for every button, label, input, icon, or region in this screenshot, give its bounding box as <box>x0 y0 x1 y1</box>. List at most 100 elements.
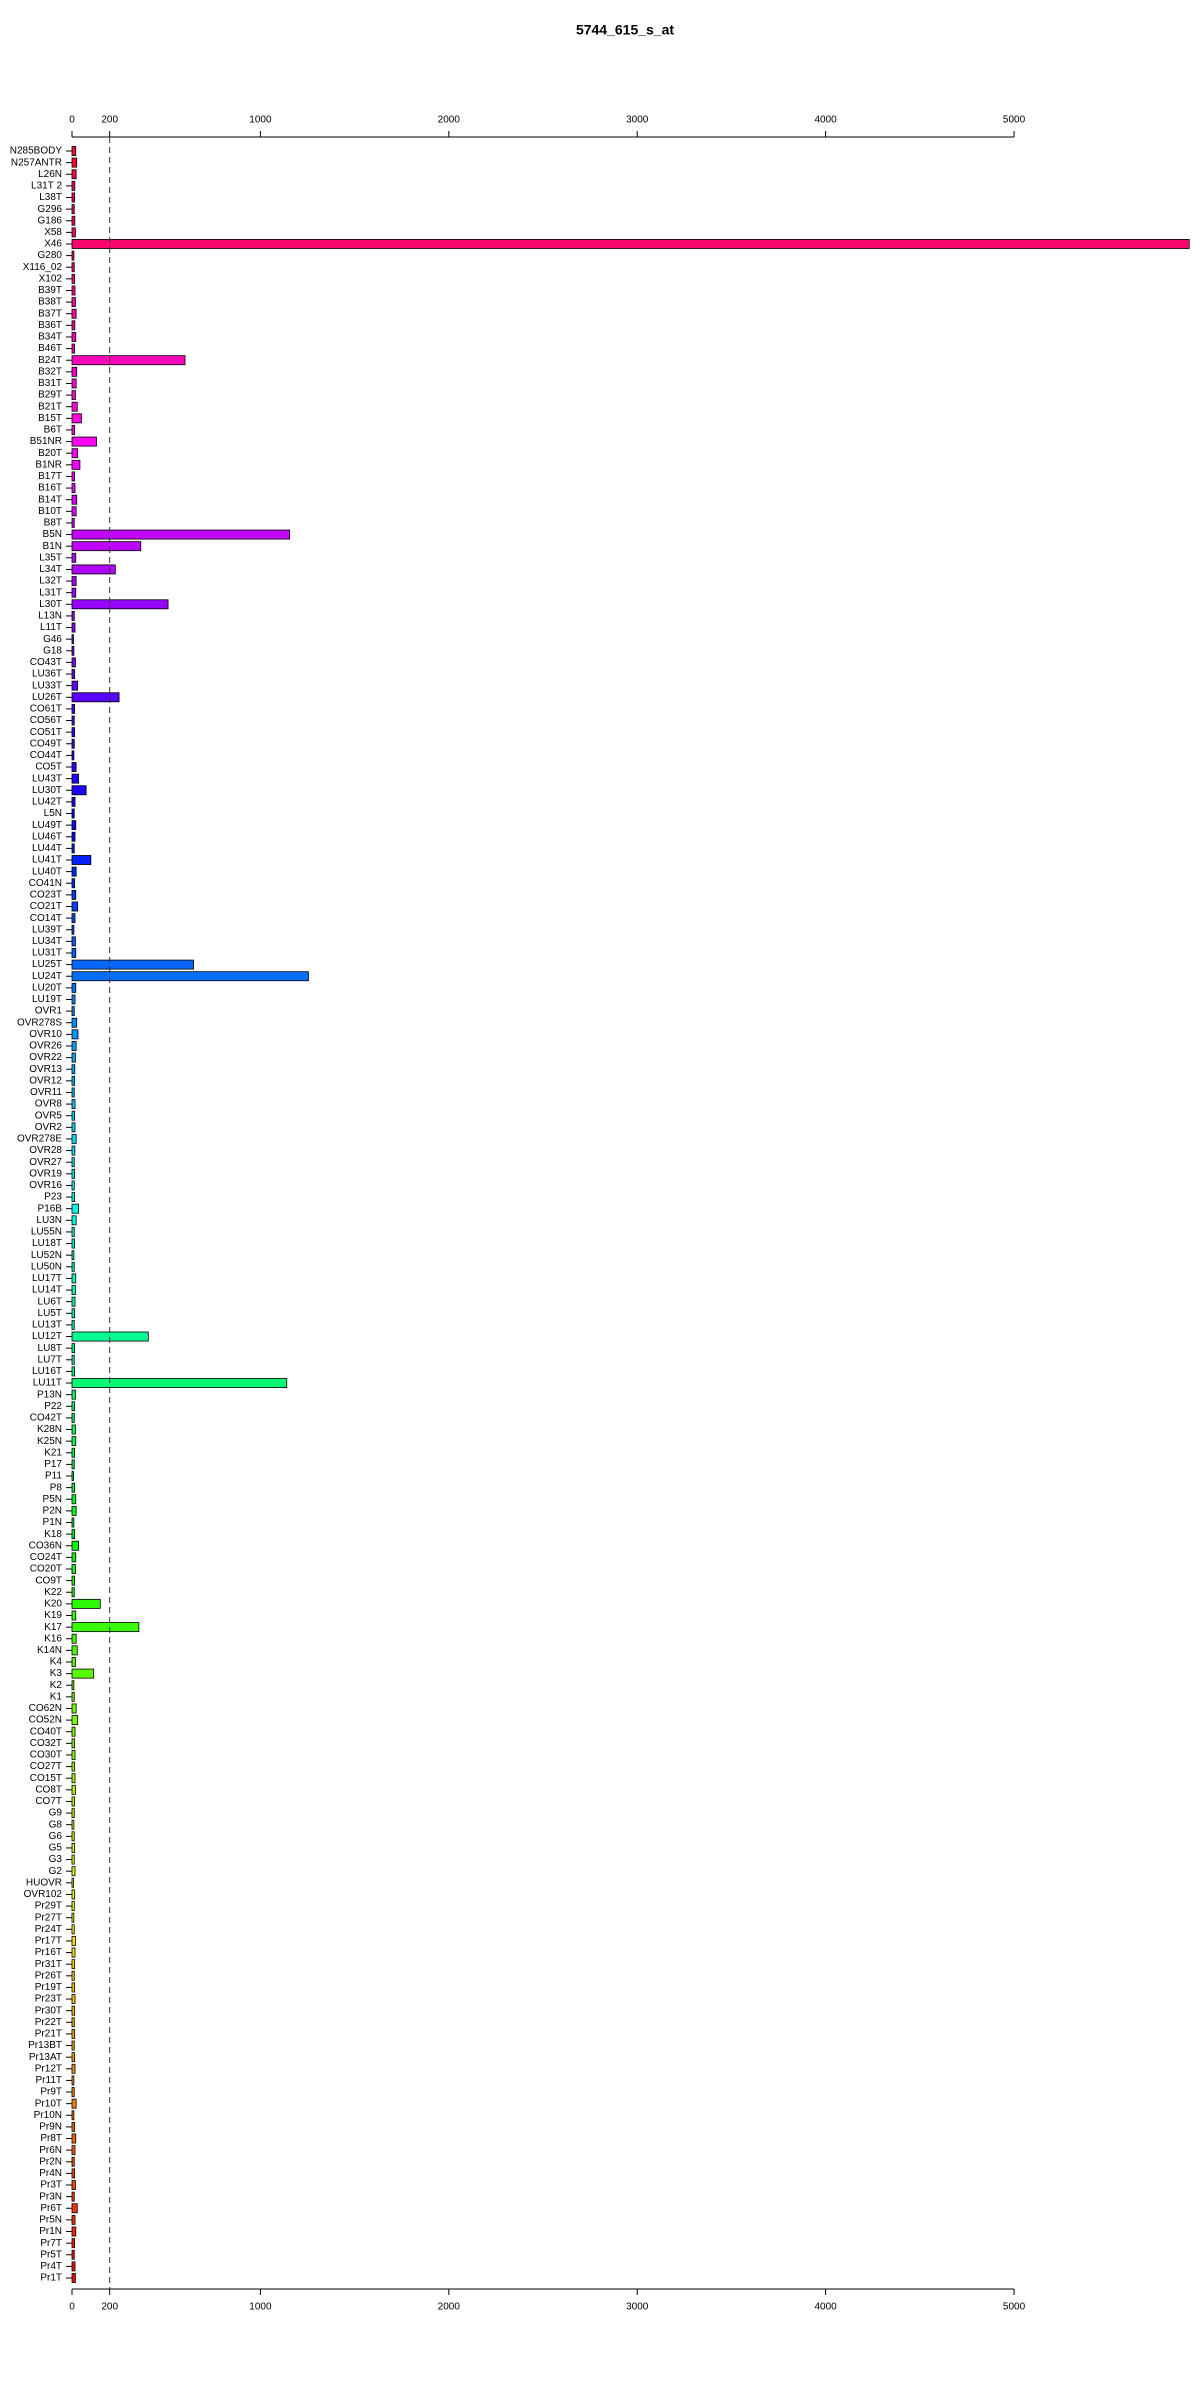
y-tick-label: Pr22T <box>35 2017 62 2028</box>
bar <box>71 587 77 598</box>
y-tick-label: K22 <box>44 1587 62 1598</box>
y-tick-label: LU52N <box>31 1250 62 1261</box>
y-tick-label: Pr10T <box>35 2098 62 2109</box>
bar <box>71 1122 76 1133</box>
bar <box>71 1610 77 1621</box>
x-tick-label: 4000 <box>814 115 837 126</box>
y-tick-label: OVR278E <box>17 1134 62 1145</box>
y-tick-label: Pr30T <box>35 2005 62 2016</box>
y-tick-label: CO51T <box>30 727 62 738</box>
bar <box>71 1598 101 1609</box>
y-tick-label: CO36N <box>29 1540 62 1551</box>
bar <box>71 1041 77 1051</box>
y-tick-label: L31T 2 <box>31 181 62 192</box>
y-tick-label: LU8T <box>38 1343 62 1354</box>
y-tick-label: B6T <box>44 425 62 436</box>
bar <box>71 2063 76 2074</box>
bar <box>71 2040 75 2051</box>
bar <box>71 1389 76 1400</box>
y-tick-label: Pr4T <box>40 2261 62 2272</box>
bar <box>71 2261 76 2272</box>
y-tick-label: Pr4N <box>39 2168 62 2179</box>
bar <box>71 343 76 354</box>
y-tick-label: B46T <box>38 343 62 354</box>
bar <box>71 762 77 772</box>
bar <box>71 1145 76 1156</box>
y-tick-label: CO15T <box>30 1773 62 1784</box>
y-tick-label: G5 <box>49 1843 63 1854</box>
y-tick-label: G3 <box>49 1854 63 1865</box>
y-tick-label: CO5T <box>35 762 62 773</box>
y-tick-label: CO56T <box>30 715 62 726</box>
y-tick-label: B1N <box>43 541 62 552</box>
bar <box>71 1808 75 1819</box>
bar <box>71 1087 75 1098</box>
y-tick-label: G9 <box>49 1808 63 1819</box>
bar <box>71 1064 76 1075</box>
y-tick-label: CO23T <box>30 890 62 901</box>
y-tick-label: G2 <box>49 1866 63 1877</box>
bar <box>71 1285 76 1295</box>
y-tick-label: P8 <box>50 1482 63 1493</box>
y-tick-label: CO49T <box>30 738 62 749</box>
x-tick-label: 2000 <box>438 115 461 126</box>
bar <box>71 2203 78 2214</box>
bar <box>71 529 291 540</box>
y-tick-label: LU34T <box>32 936 62 947</box>
bar <box>71 1099 76 1110</box>
bar <box>71 1192 76 1202</box>
bar <box>71 1912 75 1923</box>
y-tick-label: K19 <box>44 1610 62 1621</box>
bar <box>71 285 76 296</box>
y-tick-label: LU30T <box>32 785 62 796</box>
bar <box>71 390 76 401</box>
y-tick-label: LU14T <box>32 1285 62 1296</box>
y-tick-label: OVR19 <box>29 1168 62 1179</box>
bar <box>71 878 76 889</box>
bar <box>71 948 77 958</box>
bar <box>71 1029 79 1040</box>
y-tick-label: G6 <box>49 1831 63 1842</box>
y-tick-label: LU49T <box>32 820 62 831</box>
bar <box>71 796 76 807</box>
bar <box>71 820 77 831</box>
y-tick-label: L11T <box>40 622 62 633</box>
bar <box>71 1494 77 1505</box>
bar <box>71 471 76 482</box>
y-tick-label: LU12T <box>32 1331 62 1342</box>
bar <box>71 1505 77 1516</box>
y-tick-label: Pr13BT <box>28 2040 62 2051</box>
bar <box>71 1994 76 2004</box>
bar <box>71 727 76 738</box>
bar <box>71 1180 75 1191</box>
y-tick-label: B16T <box>38 483 62 494</box>
y-tick-label: Pr27T <box>35 1912 62 1923</box>
y-tick-label: B51NR <box>30 436 62 447</box>
bar <box>71 1436 77 1447</box>
y-tick-label: LU33T <box>32 680 62 691</box>
y-tick-label: B32T <box>38 366 62 377</box>
y-tick-label: LU17T <box>32 1273 62 1284</box>
bar <box>71 1273 77 1284</box>
bar <box>71 273 76 284</box>
bar <box>71 2075 75 2086</box>
bar <box>71 1564 76 1574</box>
bar <box>71 506 77 517</box>
y-tick-label: B29T <box>38 390 62 401</box>
y-tick-label: Pr3N <box>39 2191 62 2202</box>
y-tick-label: G296 <box>38 204 63 215</box>
x-tick-label: 200 <box>101 115 118 126</box>
y-tick-label: L34T <box>39 564 62 575</box>
bar <box>71 866 77 877</box>
bar <box>71 2098 77 2109</box>
y-tick-label: P1N <box>43 1517 62 1528</box>
bar <box>71 773 79 784</box>
bar <box>71 1343 76 1354</box>
bar <box>71 1215 77 1226</box>
bar <box>71 843 75 854</box>
bar <box>71 1761 76 1772</box>
x-tick-label: 1000 <box>249 2302 272 2313</box>
y-tick-label: Pr11T <box>36 2075 63 2086</box>
bar <box>71 1575 76 1586</box>
